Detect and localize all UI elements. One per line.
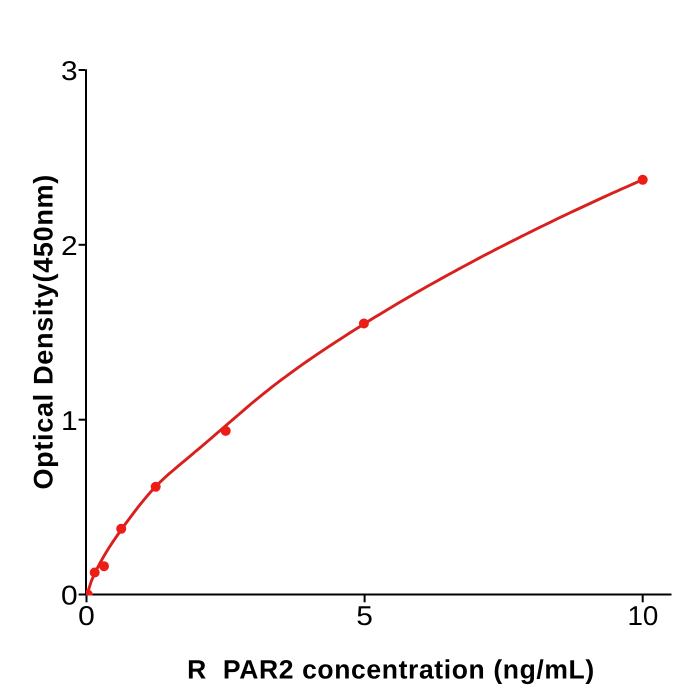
svg-text:0: 0: [78, 600, 95, 631]
svg-text:1: 1: [61, 405, 78, 436]
svg-text:0: 0: [61, 580, 78, 611]
svg-text:R PAR2 concentration (ng/mL): R PAR2 concentration (ng/mL): [187, 655, 595, 685]
svg-text:3: 3: [61, 55, 78, 86]
svg-text:10: 10: [627, 600, 658, 631]
svg-text:2: 2: [61, 230, 78, 261]
svg-text:5: 5: [356, 600, 373, 631]
svg-text:Optical Density(450nm): Optical Density(450nm): [29, 174, 59, 490]
